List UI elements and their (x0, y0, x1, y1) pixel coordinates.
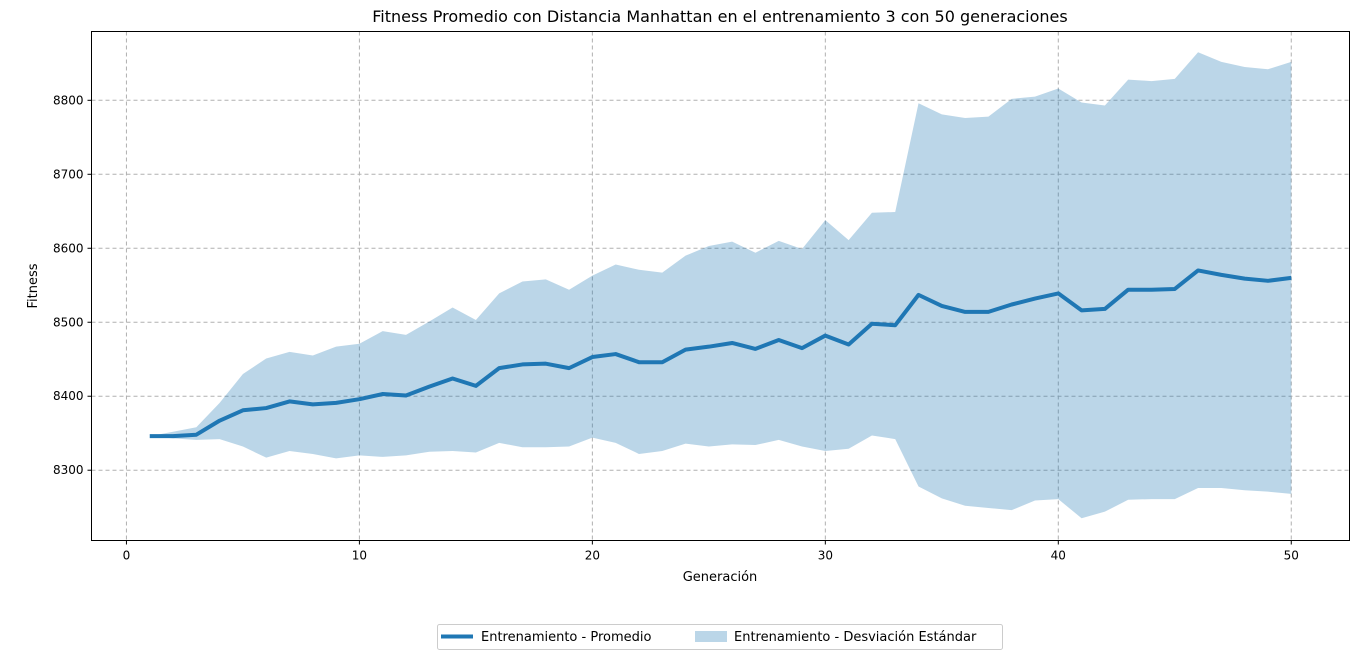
x-axis-ticks: 0 10 20 30 40 50 (123, 540, 1299, 563)
x-tick-label: 50 (1284, 549, 1299, 563)
y-tick-label: 8700 (53, 167, 84, 181)
x-tick-label: 20 (585, 549, 600, 563)
legend-box (437, 624, 1003, 650)
grid-layer (91, 31, 1350, 541)
x-tick-label: 40 (1051, 549, 1066, 563)
y-tick-label: 8500 (53, 315, 84, 329)
legend: Entrenamiento - Promedio Entrenamiento -… (437, 624, 1003, 650)
mean-fitness-line (149, 268, 1292, 439)
x-tick-label: 10 (352, 549, 367, 563)
x-tick-label: 30 (818, 549, 833, 563)
std-dev-band (149, 52, 1292, 519)
y-tick-label: 8300 (53, 463, 84, 477)
y-tick-label: 8800 (53, 93, 84, 107)
band-layer (149, 52, 1292, 519)
line-layer (149, 268, 1292, 439)
y-tick-label: 8600 (53, 241, 84, 255)
x-tick-label: 0 (123, 549, 131, 563)
y-tick-label: 8400 (53, 389, 84, 403)
y-axis-ticks: 8300 8400 8500 8600 8700 8800 (53, 93, 92, 477)
legend-label-promedio: Entrenamiento - Promedio (481, 630, 651, 645)
chart-title: Fitness Promedio con Distancia Manhattan… (372, 7, 1067, 26)
x-axis-label: Generación (683, 570, 758, 585)
plot-frame (91, 31, 1350, 541)
legend-band-swatch (695, 631, 727, 642)
y-axis-label: Fitness (26, 263, 41, 308)
legend-label-desviacion: Entrenamiento - Desviación Estándar (734, 630, 977, 645)
